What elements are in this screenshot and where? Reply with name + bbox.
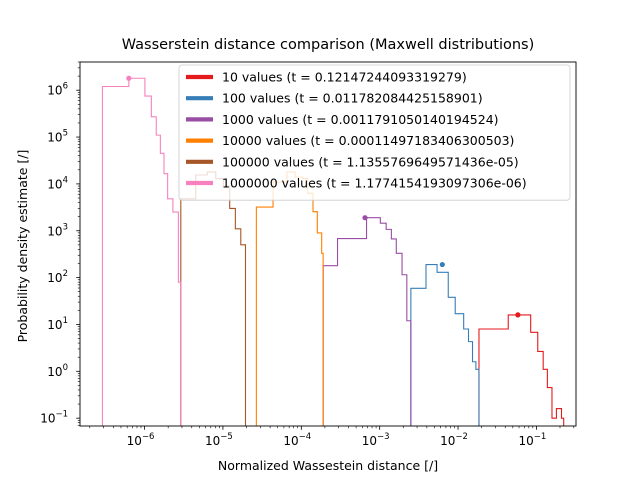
marker-layer (126, 75, 521, 318)
series-1-peak-marker (515, 312, 521, 318)
legend-box (178, 64, 571, 201)
y-tick-label: 10−1 (40, 410, 68, 426)
y-tick-label: 104 (47, 175, 68, 191)
y-tick-label: 102 (47, 269, 68, 285)
x-tick-label: 10−3 (362, 432, 390, 448)
series-2-histogram (410, 263, 480, 426)
series-1-histogram (478, 314, 565, 426)
legend: 10 values (t = 0.12147244093319279) 100 v… (178, 64, 571, 201)
y-tick-label: 105 (47, 129, 68, 145)
x-tick-label: 10−6 (127, 432, 155, 448)
y-tick-label: 101 (47, 316, 68, 332)
y-tick-label: 106 (47, 82, 68, 98)
series-2-peak-marker (439, 261, 445, 268)
legend-label-series-4: 10000 values (t = 0.00011497183406300503… (222, 133, 514, 148)
legend-label-series-5: 100000 values (t = 1.1355769649571436e-0… (222, 154, 519, 169)
y-tick-label: 103 (47, 222, 68, 238)
y-axis: 10−1 100 101 102 103 104 105 106 (40, 61, 80, 426)
chart-title: Wasserstein distance comparison (Maxwell… (122, 37, 535, 53)
legend-label-series-2: 100 values (t = 0.011782084425158901) (222, 91, 483, 106)
series-3-peak-marker (362, 215, 368, 221)
x-tick-label: 10−5 (205, 432, 233, 448)
series-6-peak-marker (126, 75, 132, 81)
legend-label-series-1: 10 values (t = 0.12147244093319279) (222, 70, 467, 85)
x-tick-label: 10−1 (519, 432, 547, 448)
legend-label-series-3: 1000 values (t = 0.0011791050140194524) (222, 112, 499, 127)
series-3-histogram (322, 217, 412, 426)
plot-frame (79, 61, 577, 427)
y-axis-label: Probability density estimate [/] (15, 150, 30, 343)
x-axis-label: Normalized Wassestein distance [/] (218, 458, 438, 473)
legend-label-series-6: 1000000 values (t = 1.1774154193097306e-… (222, 176, 527, 191)
x-tick-label: 10−2 (440, 432, 468, 448)
y-tick-label: 100 (47, 363, 68, 379)
x-tick-label: 10−4 (283, 432, 311, 448)
x-axis: 10−6 10−5 10−4 10−3 10−2 10−1 (89, 426, 575, 448)
